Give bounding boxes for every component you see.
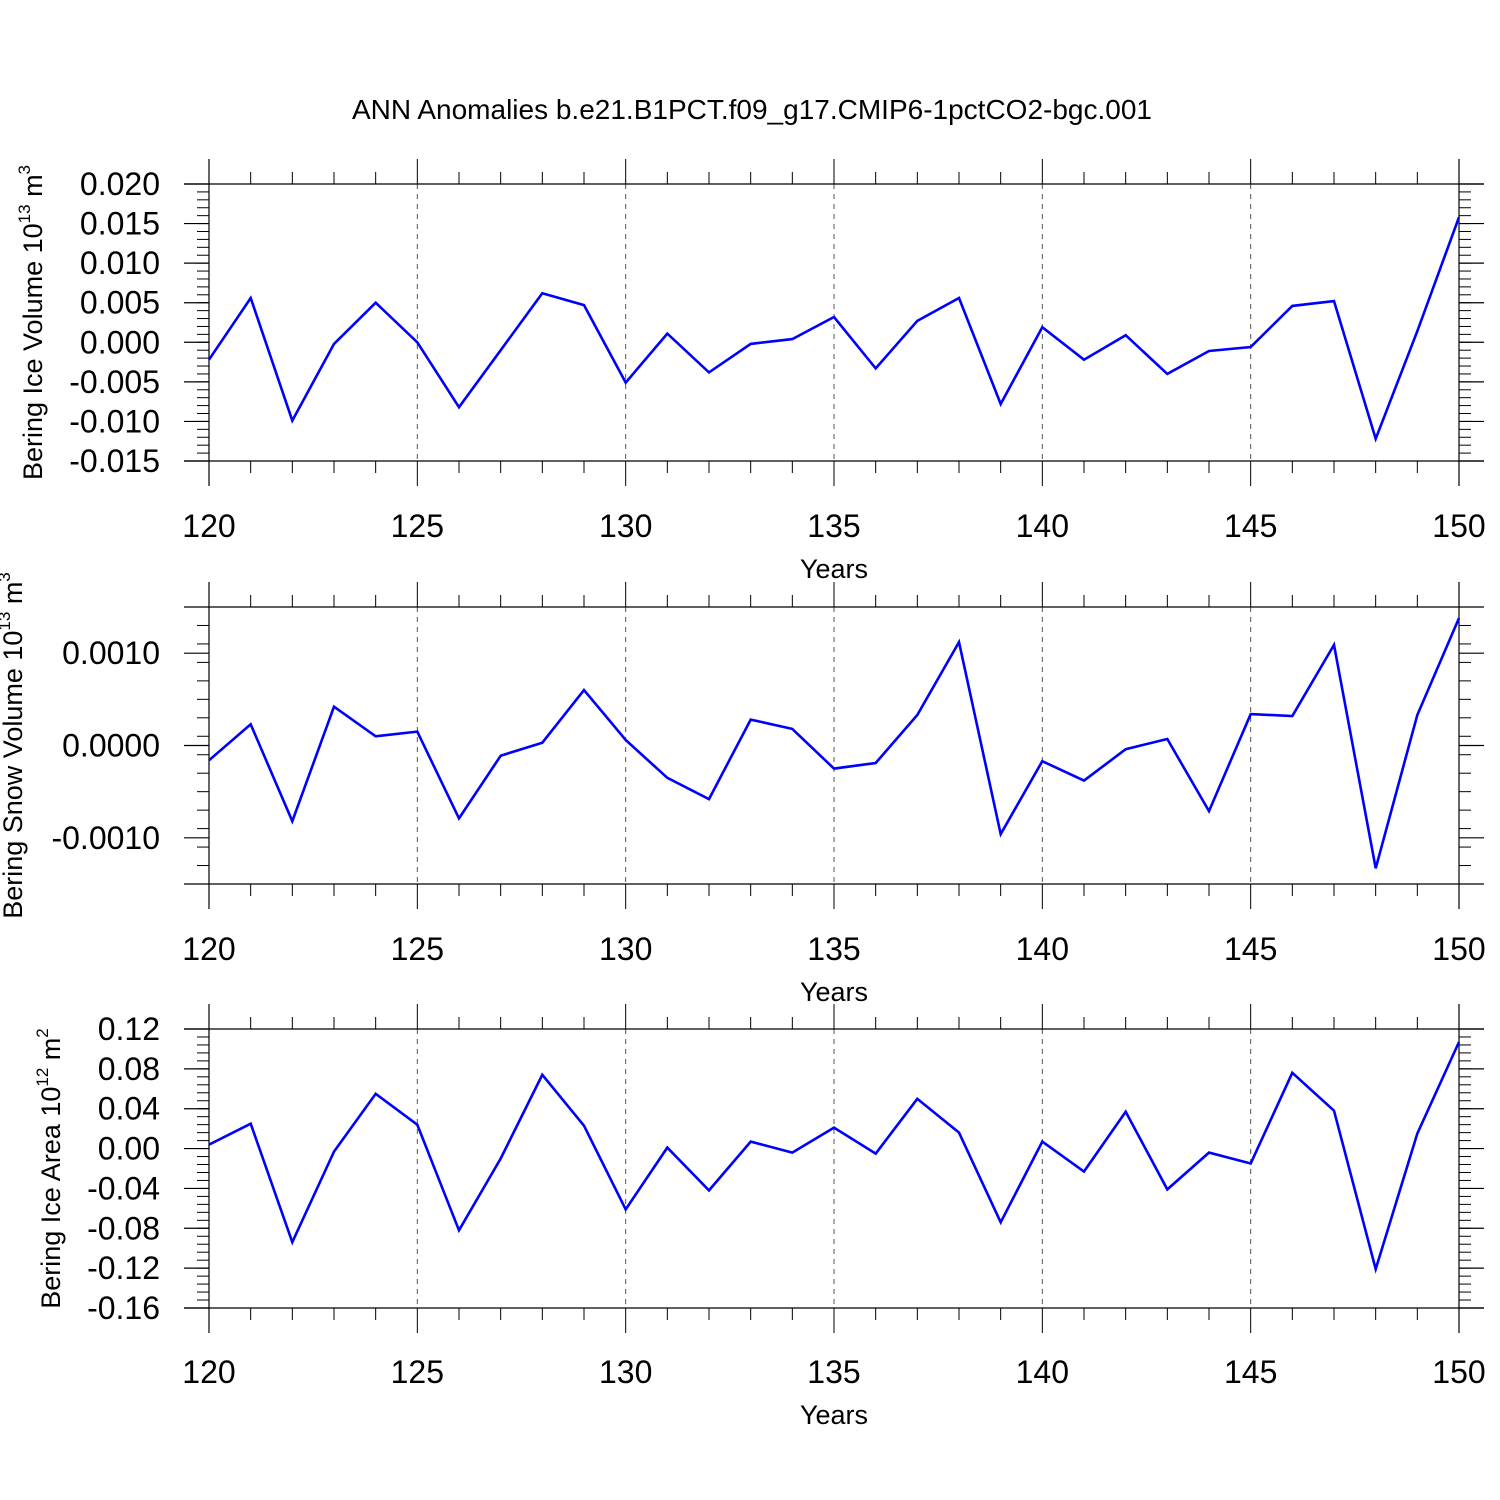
panel-3: 0.12 0.08 0.04 0.00-0.04 -0.08 -0.12 -0.16 120 1… — [33, 1004, 1486, 1430]
y-tick-label: 0.020 — [80, 166, 160, 202]
x-tick-label: 120 — [182, 1354, 235, 1390]
y-tick-label: 0.0010 — [62, 635, 160, 671]
x-tick-label: 130 — [599, 1354, 652, 1390]
x-axis-label: Years — [800, 977, 868, 1007]
y-tick-label: 0.0000 — [62, 728, 160, 764]
x-axis-label: Years — [800, 1400, 868, 1430]
x-tick-label: 130 — [599, 508, 652, 544]
y-tick-label: -0.08 — [87, 1210, 160, 1246]
series-line — [208, 617, 1461, 869]
y-axis-label: Bering Ice Area 1012 m2 — [33, 1028, 66, 1309]
y-tick-label: 0.015 — [80, 206, 160, 242]
y-tick-label: -0.16 — [87, 1290, 160, 1326]
y-tick-label: -0.010 — [69, 403, 160, 439]
y-axis-label: Bering Snow Volume 1013 m3 — [0, 572, 28, 919]
x-tick-label: 125 — [391, 508, 444, 544]
y-tick-label: 0.010 — [80, 245, 160, 281]
x-tick-label: 135 — [807, 931, 860, 967]
y-tick-label: 0.005 — [80, 285, 160, 321]
series-line — [208, 1041, 1461, 1274]
y-tick-label: 0.00 — [98, 1131, 160, 1167]
y-tick-label: -0.04 — [87, 1170, 160, 1206]
y-tick-label: -0.015 — [69, 443, 160, 479]
y-tick-label: 0.12 — [98, 1011, 160, 1047]
x-axis-label: Years — [800, 554, 868, 584]
panel-2: 0.0010 0.0000 -0.0010 120 125 130 135 140 145 150… — [0, 572, 1486, 1007]
x-tick-label: 150 — [1432, 1354, 1485, 1390]
x-tick-label: 130 — [599, 931, 652, 967]
x-tick-label: 140 — [1016, 508, 1069, 544]
y-axis-label: Bering Ice Volume 1013 m3 — [15, 165, 48, 480]
x-tick-label: 145 — [1224, 1354, 1277, 1390]
chart-title: ANN Anomalies b.e21.B1PCT.f09_g17.CMIP6-… — [352, 94, 1152, 125]
y-tick-label: -0.005 — [69, 364, 160, 400]
x-tick-label: 125 — [391, 1354, 444, 1390]
y-tick-label: 0.04 — [98, 1091, 160, 1127]
x-tick-label: 135 — [807, 1354, 860, 1390]
x-tick-label: 150 — [1432, 508, 1485, 544]
x-tick-label: 120 — [182, 931, 235, 967]
x-tick-label: 125 — [391, 931, 444, 967]
series-line — [207, 216, 1461, 443]
x-tick-label: 150 — [1432, 931, 1485, 967]
x-tick-label: 120 — [182, 508, 235, 544]
y-tick-label: -0.12 — [87, 1250, 160, 1286]
x-tick-label: 140 — [1016, 931, 1069, 967]
y-tick-label: 0.000 — [80, 324, 160, 360]
x-tick-label: 135 — [807, 508, 860, 544]
x-tick-label: 145 — [1224, 931, 1277, 967]
x-tick-label: 140 — [1016, 1354, 1069, 1390]
y-tick-label: 0.08 — [98, 1051, 160, 1087]
x-tick-label: 145 — [1224, 508, 1277, 544]
y-tick-label: -0.0010 — [51, 820, 160, 856]
